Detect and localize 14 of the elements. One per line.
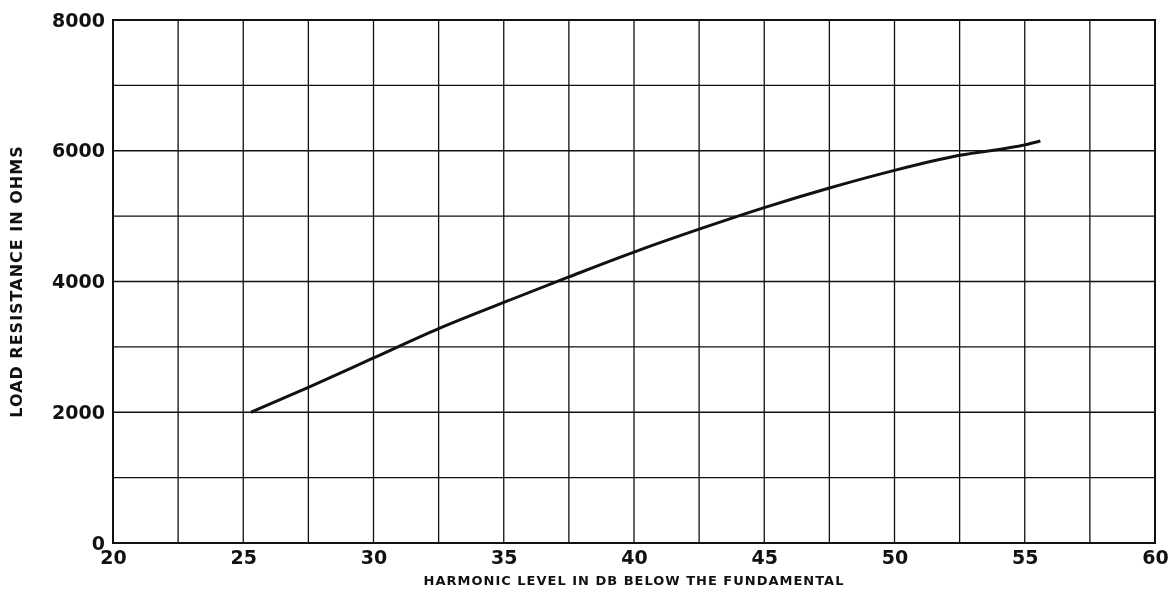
x-tick-label: 50 bbox=[881, 546, 909, 569]
x-tick-label: 25 bbox=[230, 546, 257, 569]
y-axis-title: LOAD RESISTANCE IN OHMS bbox=[7, 145, 26, 418]
x-tick-label: 55 bbox=[1012, 546, 1039, 569]
x-tick-label: 40 bbox=[621, 546, 648, 569]
y-tick-label: 2000 bbox=[52, 400, 105, 423]
x-axis-title: HARMONIC LEVEL IN DB BELOW THE FUNDAMENTAL bbox=[423, 573, 845, 588]
x-tick-label: 35 bbox=[491, 546, 518, 569]
x-tick-label: 60 bbox=[1142, 546, 1169, 569]
y-tick-label: 4000 bbox=[52, 270, 105, 293]
y-tick-label: 8000 bbox=[52, 8, 105, 31]
y-tick-label: 6000 bbox=[52, 139, 105, 162]
x-tick-label: 30 bbox=[360, 546, 388, 569]
x-tick-label: 45 bbox=[751, 546, 778, 569]
